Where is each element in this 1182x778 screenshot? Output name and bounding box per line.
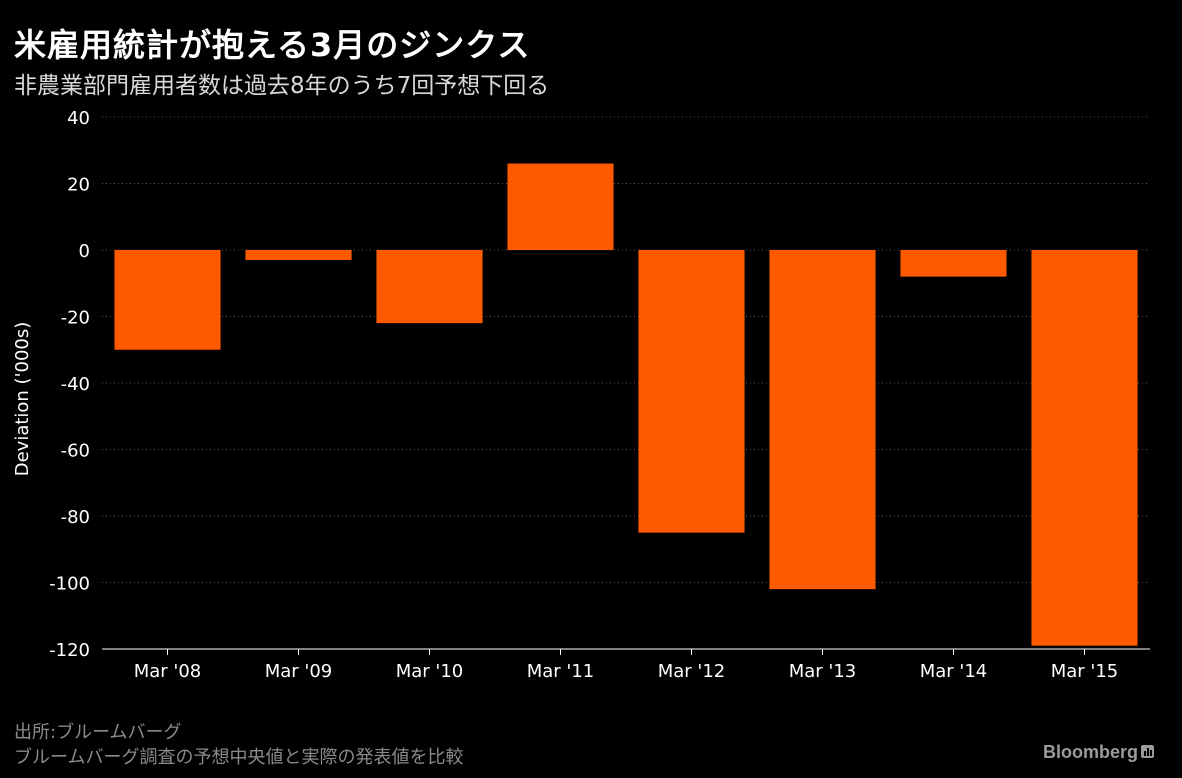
bar <box>245 250 352 260</box>
method-note: ブルームバーグ調査の予想中央値と実際の発表値を比較 <box>14 747 464 768</box>
x-tick-label: Mar '15 <box>1051 661 1119 682</box>
bar-chart: Mar '08 Mar '09 Mar '10 Mar '11 Mar '12 Mar '… <box>12 108 1150 682</box>
bar <box>1031 250 1138 646</box>
y-tick-label: 20 <box>67 175 90 196</box>
x-tick-label: Mar '13 <box>789 661 857 682</box>
x-tick-label: Mar '09 <box>265 661 333 682</box>
x-axis: Mar '08 Mar '09 Mar '10 Mar '11 Mar '12 Mar '… <box>102 648 1150 682</box>
bloomberg-logo: Bloomberg <box>1042 742 1138 762</box>
x-tick-label: Mar '08 <box>134 661 202 682</box>
y-tick-label: 0 <box>79 241 90 262</box>
bar <box>507 163 614 250</box>
source-note: 出所:ブルームバーグ <box>14 722 182 743</box>
y-tick-label: -40 <box>61 374 90 395</box>
x-tick-label: Mar '11 <box>527 661 595 682</box>
bar <box>376 250 483 324</box>
y-axis-label: Deviation ('000s) <box>12 322 33 477</box>
y-axis: 40 20 0 -20 -40 -60 -80 -100 -120 <box>49 108 90 661</box>
bar <box>114 250 221 350</box>
y-tick-label: 40 <box>67 108 90 129</box>
x-tick-label: Mar '12 <box>658 661 726 682</box>
y-tick-label: -100 <box>49 574 90 595</box>
chart-title: 米雇用統計が抱える3月のジンクス <box>14 26 531 64</box>
y-tick-label: -120 <box>49 640 90 661</box>
chart-subtitle: 非農業部門雇用者数は過去8年のうち7回予想下回る <box>14 73 550 99</box>
y-tick-label: -60 <box>61 441 90 462</box>
x-tick-label: Mar '10 <box>396 661 464 682</box>
bar <box>769 250 876 590</box>
bloomberg-terminal-icon <box>1141 745 1154 758</box>
x-tick-label: Mar '14 <box>920 661 988 682</box>
y-tick-label: -20 <box>61 308 90 329</box>
bar <box>900 250 1007 277</box>
bars <box>114 163 1138 646</box>
bar <box>638 250 745 533</box>
y-tick-label: -80 <box>61 507 90 528</box>
gridlines <box>102 116 1150 583</box>
